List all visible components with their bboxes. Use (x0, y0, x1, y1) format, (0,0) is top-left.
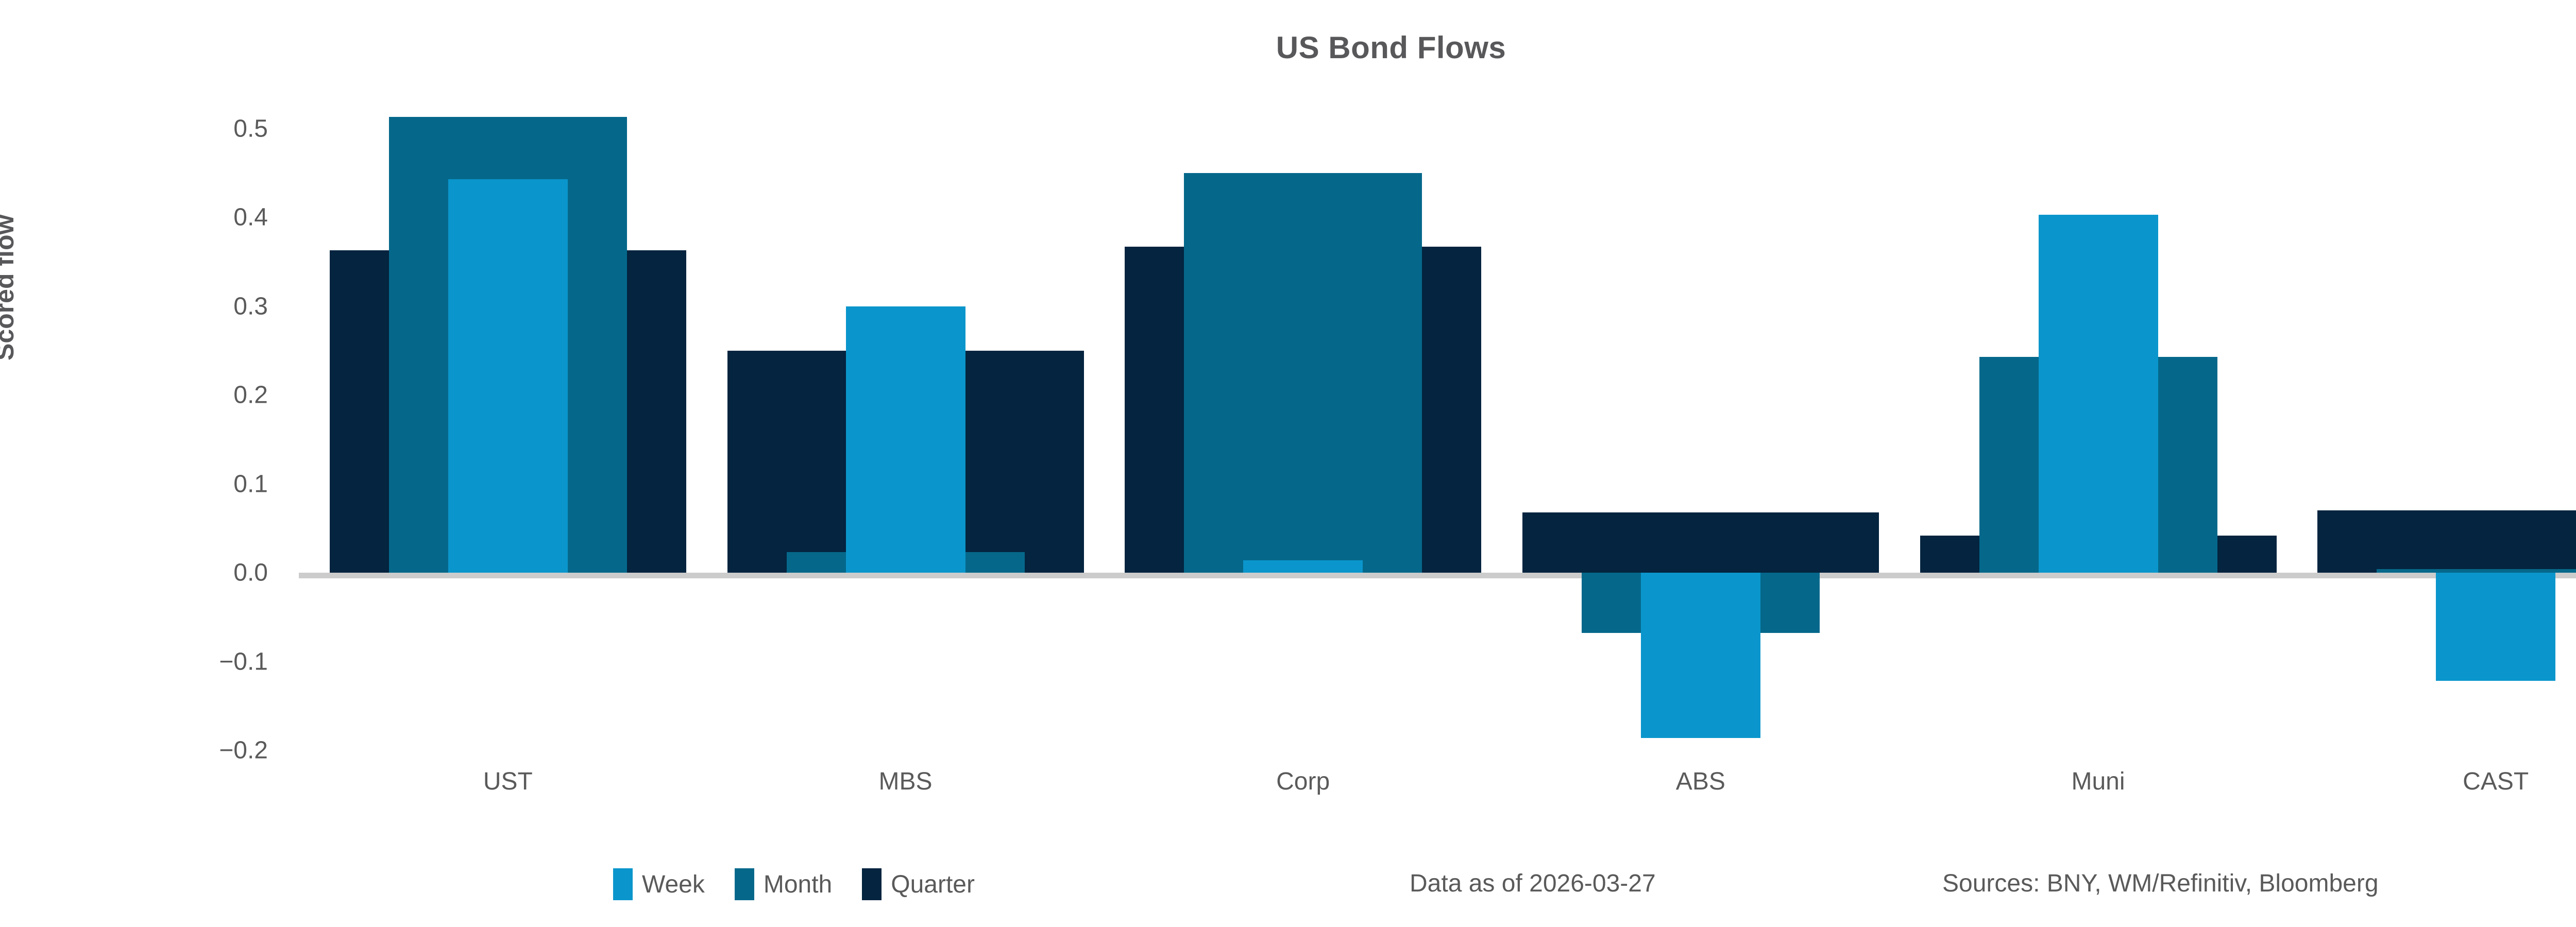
y-tick-label: −0.1 (219, 648, 268, 675)
legend-swatch-icon (613, 868, 633, 900)
x-tick-label-abs: ABS (1675, 768, 1725, 795)
y-tick-label: 0.5 (233, 115, 268, 142)
legend-label: Week (642, 870, 705, 898)
x-axis-category-labels: UST MBS Corp ABS Muni CAST (309, 767, 2576, 814)
legend-item-quarter[interactable]: Quarter (862, 868, 975, 900)
x-tick-label-cast: CAST (2463, 768, 2529, 795)
bar-cast-month (2377, 569, 2576, 573)
legend-item-month[interactable]: Month (734, 868, 833, 900)
y-tick-label: 0.0 (233, 559, 268, 587)
data-as-of-note: Data as of 2026-03-27 (1410, 870, 1656, 897)
bar-abs-week (1640, 573, 1760, 738)
legend-label: Month (763, 870, 833, 898)
bar-muni-week (2038, 214, 2158, 573)
x-tick-label-muni: Muni (2071, 768, 2125, 795)
sources-note: Sources: BNY, WM/Refinitiv, Bloomberg (1942, 870, 2379, 897)
legend-item-week[interactable]: Week (613, 868, 705, 900)
x-tick-label-corp: Corp (1276, 768, 1330, 795)
chart-legend: Week Month Quarter (613, 868, 1005, 900)
plot-area (299, 117, 2576, 752)
bar-abs-quarter (1522, 512, 1879, 573)
y-tick-label: 0.3 (233, 293, 268, 320)
y-tick-label: 0.4 (233, 203, 268, 231)
y-tick-label: −0.2 (219, 736, 268, 764)
chart-title: US Bond Flows (1276, 30, 1506, 65)
bar-corp-month (1184, 173, 1422, 573)
y-tick-label: 0.2 (233, 381, 268, 409)
legend-swatch-icon (862, 868, 882, 900)
zero-baseline (299, 573, 2576, 578)
y-axis-tick-labels: 0.5 0.4 0.3 0.2 0.1 0.0 −0.1 −0.2 (0, 115, 268, 764)
legend-swatch-icon (734, 868, 754, 900)
bar-cast-quarter (2317, 510, 2576, 573)
x-tick-label-mbs: MBS (878, 768, 933, 795)
legend-label: Quarter (891, 870, 975, 898)
y-tick-label: 0.1 (233, 470, 268, 497)
bar-mbs-week (845, 306, 965, 573)
bar-ust-week (448, 179, 568, 573)
x-tick-label-ust: UST (483, 768, 533, 795)
bar-corp-week (1243, 560, 1363, 573)
bar-cast-week (2436, 573, 2556, 681)
